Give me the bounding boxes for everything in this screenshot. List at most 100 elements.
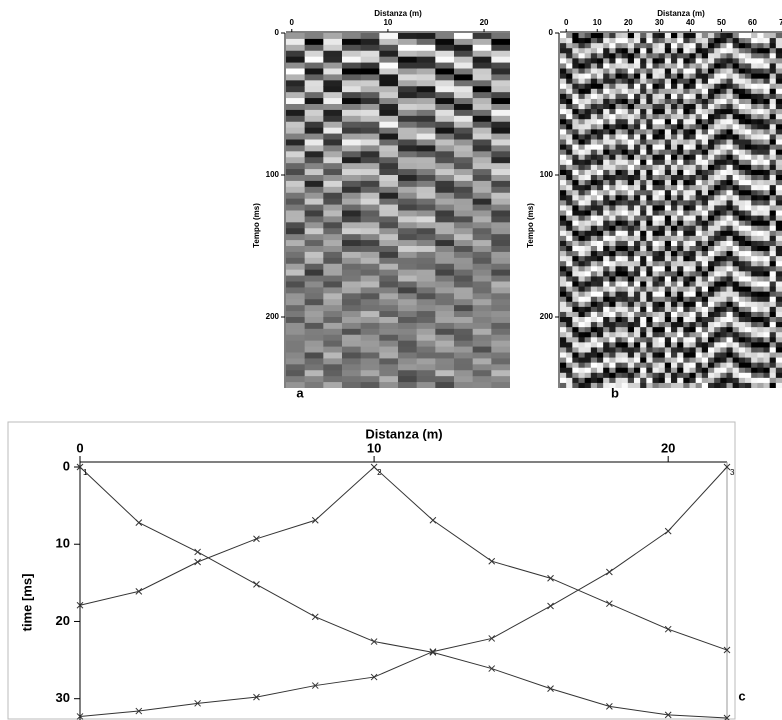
seismic-a	[286, 33, 510, 388]
trace-cell	[342, 240, 362, 247]
trace-cell	[560, 180, 567, 186]
trace-cell	[769, 266, 777, 272]
trace-cell	[769, 190, 777, 196]
trace-cell	[726, 332, 734, 338]
trace-cell	[769, 98, 777, 105]
trace-cell	[566, 124, 573, 130]
trace-cell	[640, 372, 647, 379]
trace-cell	[472, 334, 492, 342]
trace-cell	[769, 185, 777, 191]
trace-cell	[566, 327, 573, 333]
trace-cell	[578, 93, 586, 100]
trace-cell	[590, 276, 598, 282]
trace-cell	[757, 235, 764, 242]
trace-cell	[621, 317, 629, 323]
trace-cell	[763, 291, 771, 298]
trace-cell	[566, 256, 573, 262]
trace-cell	[472, 175, 492, 182]
y-tick-label: 100	[540, 170, 554, 179]
trace-cell	[360, 246, 380, 253]
trace-cell	[763, 180, 771, 186]
trace-cell	[615, 342, 623, 348]
trace-cell	[634, 225, 641, 232]
trace-cell	[708, 377, 715, 384]
trace-cell	[763, 362, 771, 369]
trace-cell	[708, 164, 715, 171]
trace-cell	[560, 58, 567, 64]
trace-cell	[491, 275, 510, 282]
trace-cell	[658, 205, 666, 211]
trace-cell	[671, 149, 678, 156]
trace-cell	[572, 256, 579, 262]
trace-cell	[738, 362, 746, 369]
trace-cell	[286, 234, 306, 241]
trace-cell	[640, 266, 647, 272]
trace-cell	[751, 281, 758, 288]
trace-cell	[695, 352, 703, 359]
trace-cell	[646, 68, 653, 75]
trace-cell	[689, 276, 697, 282]
trace-cell	[745, 322, 752, 328]
trace-cell	[435, 352, 455, 359]
trace-cell	[472, 364, 492, 371]
trace-cell	[720, 159, 727, 166]
trace-cell	[286, 115, 306, 123]
trace-cell	[304, 104, 324, 111]
trace-cell	[609, 291, 616, 298]
trace-cell	[671, 235, 678, 242]
trace-cell	[286, 98, 306, 105]
trace-cell	[597, 362, 604, 369]
trace-cell	[677, 281, 684, 288]
trace-cell	[416, 299, 436, 306]
trace-cell	[491, 257, 510, 265]
trace-cell	[757, 240, 764, 247]
trace-cell	[738, 139, 746, 146]
trace-cell	[683, 322, 690, 328]
trace-cell	[472, 169, 492, 176]
trace-cell	[609, 230, 616, 237]
trace-cell	[745, 104, 752, 110]
trace-cell	[304, 145, 324, 152]
trace-cell	[435, 145, 455, 152]
trace-cell	[701, 48, 709, 54]
trace-cell	[732, 382, 740, 388]
trace-cell	[379, 121, 399, 129]
trace-cell	[323, 246, 343, 253]
trace-cell	[634, 129, 641, 135]
trace-cell	[323, 299, 343, 306]
trace-cell	[379, 216, 399, 223]
trace-cell	[597, 205, 604, 211]
trace-cell	[664, 175, 672, 181]
trace-cell	[689, 159, 697, 166]
trace-cell	[609, 317, 616, 323]
trace-cell	[304, 139, 324, 146]
trace-cell	[560, 342, 567, 348]
trace-cell	[652, 43, 660, 49]
trace-cell	[491, 334, 510, 342]
trace-cell	[664, 377, 672, 384]
trace-cell	[751, 240, 758, 247]
trace-cell	[652, 53, 660, 59]
trace-cell	[640, 200, 647, 206]
trace-cell	[640, 281, 647, 288]
trace-cell	[627, 332, 635, 338]
trace-cell	[472, 210, 492, 217]
trace-cell	[695, 109, 703, 115]
trace-cell	[398, 346, 418, 353]
trace-cell	[560, 139, 567, 146]
trace-cell	[572, 68, 579, 75]
trace-cell	[652, 317, 660, 323]
trace-cell	[472, 234, 492, 241]
trace-cell	[652, 332, 660, 338]
trace-cell	[342, 98, 362, 105]
trace-cell	[763, 134, 771, 140]
trace-cell	[701, 342, 709, 348]
trace-cell	[664, 205, 672, 211]
trace-cell	[732, 322, 740, 328]
trace-cell	[398, 192, 418, 200]
point-marker	[76, 601, 84, 609]
trace-cell	[738, 88, 746, 95]
trace-cell	[578, 296, 586, 303]
trace-cell	[689, 367, 697, 374]
trace-cell	[720, 281, 727, 288]
